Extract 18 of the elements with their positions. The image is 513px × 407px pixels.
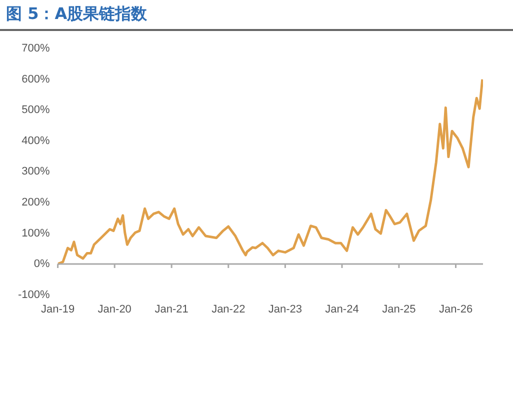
y-tick-label: 400% <box>22 134 50 147</box>
y-tick-label: 600% <box>22 73 50 86</box>
y-tick-label: 700% <box>22 42 50 55</box>
x-tick-label: Jan-20 <box>98 303 132 316</box>
y-tick-label: -100% <box>18 288 50 301</box>
x-tick-label: Jan-25 <box>382 303 416 316</box>
y-tick-label: 200% <box>22 196 50 209</box>
y-tick-label: 500% <box>22 104 50 116</box>
x-tick-label: Jan-24 <box>325 303 359 316</box>
x-tick-label: Jan-21 <box>154 303 188 316</box>
chart-title: 图 5：A股果链指数 <box>6 4 148 25</box>
y-tick-label: 100% <box>22 227 50 240</box>
y-tick-label: 300% <box>22 166 50 178</box>
x-tick-label: Jan-19 <box>40 303 75 316</box>
x-tick-label: Jan-26 <box>438 303 473 316</box>
x-tick-label: Jan-23 <box>268 303 302 316</box>
y-tick-label: 0% <box>34 258 50 270</box>
x-tick-label: Jan-22 <box>212 303 246 316</box>
